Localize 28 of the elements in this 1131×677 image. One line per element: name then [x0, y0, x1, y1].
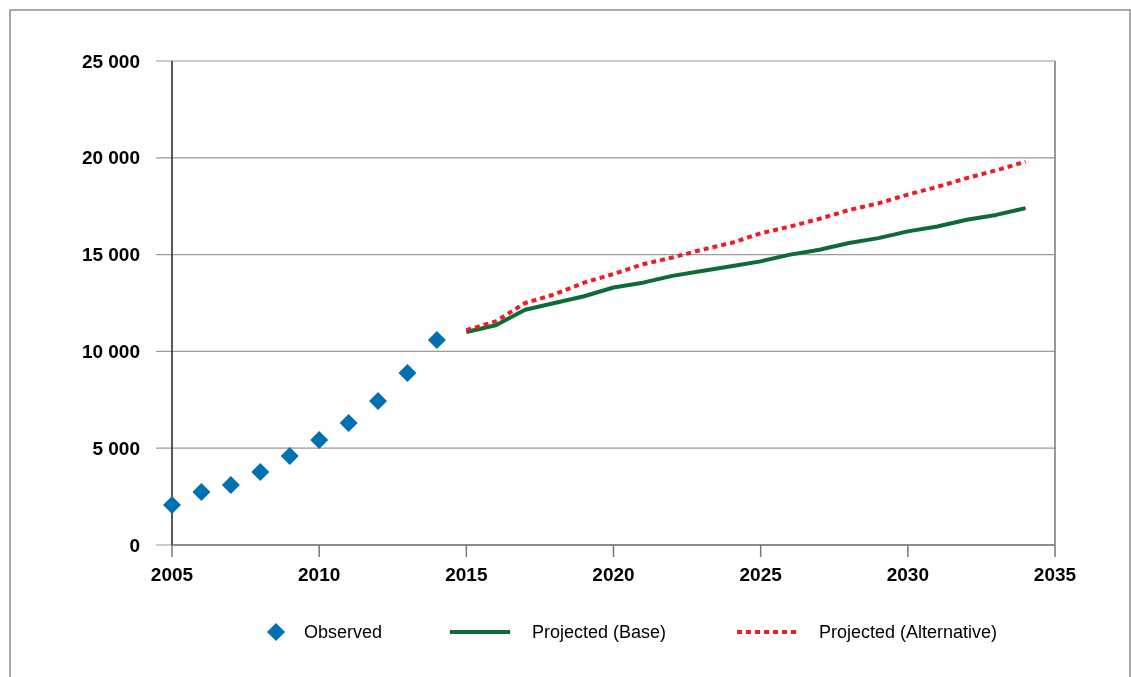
legend-label: Projected (Alternative): [819, 622, 998, 643]
x-tick-label: 2030: [886, 564, 929, 585]
point: [310, 431, 329, 450]
point: [280, 446, 299, 465]
x-tick-label: 2025: [739, 564, 783, 585]
point: [369, 391, 388, 410]
point: [221, 475, 240, 494]
y-tick-label: 5 000: [92, 437, 140, 459]
y-tick-label: 10 000: [81, 341, 140, 363]
legend-label: Observed: [304, 622, 383, 643]
point: [427, 330, 446, 349]
x-tick-label: 2020: [592, 564, 635, 585]
x-tick-label: 2010: [298, 564, 341, 585]
point: [251, 463, 270, 482]
x-tick-label: 2015: [445, 564, 488, 585]
y-tick-label: 20 000: [81, 147, 140, 169]
point: [339, 414, 358, 433]
y-tick-label: 15 000: [81, 244, 140, 266]
line-series: [464, 206, 1028, 335]
y-tick-label: 25 000: [81, 50, 140, 72]
point: [192, 482, 211, 501]
line-series: [464, 159, 1028, 333]
x-tick-label: 2035: [1033, 564, 1077, 585]
y-tick-label: 0: [129, 534, 140, 556]
legend-label: Projected (Base): [532, 622, 667, 643]
point: [398, 364, 417, 383]
point: [163, 495, 181, 514]
x-tick-label: 2005: [150, 564, 194, 585]
